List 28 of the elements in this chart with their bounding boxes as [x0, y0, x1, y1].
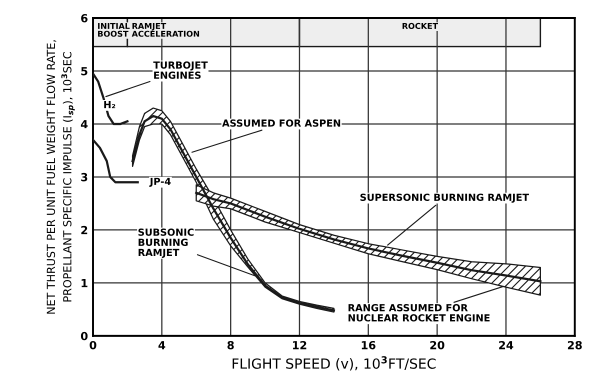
y-tick-label: 1 — [82, 279, 88, 288]
y-tick-label: 4 — [80, 120, 88, 128]
x-tick-label: 16 — [362, 340, 376, 350]
line-series — [93, 138, 139, 184]
x-tick-label: 24 — [499, 340, 514, 350]
x-axis-title: FLIGHT SPEED (v), 10$^{3}$FT/SEC — [232, 356, 436, 370]
x-tick-label: 8 — [227, 340, 234, 350]
y-tick-label: 5 — [81, 67, 88, 76]
annotation: SUBSONIC BURNING RAMJET — [138, 228, 194, 258]
annotation: TURBOJET ENGINES — [153, 61, 208, 79]
y-tick-label: 0 — [80, 332, 88, 340]
annotation: ASSUMED FOR ASPEN — [222, 119, 340, 127]
band-label: INITIAL BOOST — [98, 23, 130, 37]
x-tick-label: 20 — [430, 340, 444, 350]
band-label: ROCKET — [402, 22, 438, 30]
x-tick-label: 4 — [158, 341, 166, 350]
annotation: SUPERSONIC BURNING RAMJET — [360, 194, 529, 203]
y-tick-label: 2 — [81, 226, 88, 234]
x-tick-label: 28 — [568, 340, 582, 350]
y-tick-label: 3 — [81, 172, 88, 182]
x-tick-label: 12 — [293, 340, 306, 350]
y-tick-label: 6 — [81, 14, 88, 22]
annotation: JP-4 — [149, 178, 171, 187]
band-label: RAMJET ACCELERATION — [132, 23, 200, 37]
annotation: H₂ — [104, 101, 116, 108]
x-tick-label: 0 — [90, 340, 96, 350]
y-axis-title: NET THRUST PER UNIT FUEL WEIGHT FLOW RATE, PROPELLANT SPECIFIC IMPULSE (I$_{sp}$), 10$^{3}$SEC — [46, 40, 75, 314]
annotation: RANGE ASSUMED FOR NUCLEAR ROCKET ENGINE — [348, 304, 490, 322]
